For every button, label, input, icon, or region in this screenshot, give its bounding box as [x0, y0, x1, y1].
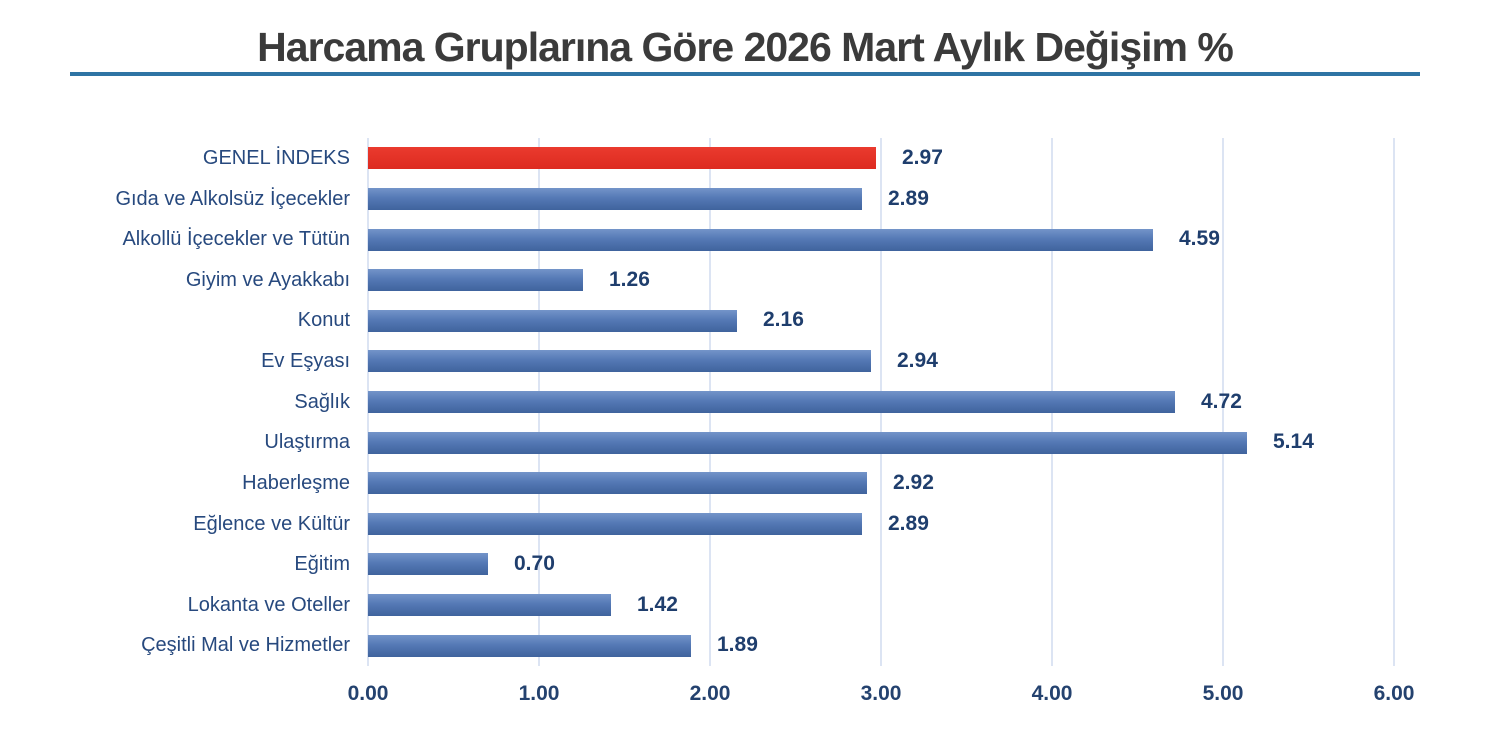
bar	[368, 390, 1175, 413]
value-label: 1.89	[717, 633, 758, 657]
chart-row: Konut 2.16	[0, 300, 1490, 341]
chart-row: Çeşitli Mal ve Hizmetler 1.89	[0, 625, 1490, 666]
bar	[368, 512, 862, 535]
chart-row: Eğlence ve Kültür 2.89	[0, 504, 1490, 545]
value-label: 4.59	[1179, 227, 1220, 251]
chart-row: GENEL İNDEKS 2.97	[0, 138, 1490, 179]
gridline	[1393, 138, 1395, 666]
value-label: 4.72	[1201, 389, 1242, 413]
bar	[368, 431, 1247, 454]
chart-row: Alkollü İçecekler ve Tütün 4.59	[0, 219, 1490, 260]
category-label: Konut	[297, 309, 350, 332]
category-label: Alkollü İçecekler ve Tütün	[122, 228, 350, 251]
highlight-bar	[368, 147, 876, 170]
bar	[368, 228, 1153, 251]
chart-row: Lokanta ve Oteller 1.42	[0, 585, 1490, 626]
bar	[368, 350, 871, 373]
x-axis: 0.00 1.00 2.00 3.00 4.00 5.00 6.00	[0, 666, 1490, 726]
plot-area: GENEL İNDEKS 2.97 Gıda ve Alkolsüz İçecekl…	[0, 138, 1490, 666]
category-label: Çeşitli Mal ve Hizmetler	[141, 634, 350, 657]
chart-row: Giyim ve Ayakkabı 1.26	[0, 260, 1490, 301]
bar	[368, 472, 867, 495]
bar	[368, 187, 862, 210]
x-axis-tick-label: 3.00	[860, 682, 902, 705]
bar	[368, 269, 583, 292]
category-label: Giyim ve Ayakkabı	[185, 268, 350, 291]
category-label: Lokanta ve Oteller	[187, 593, 350, 616]
value-label: 2.97	[902, 146, 943, 169]
bar	[368, 309, 737, 332]
value-label: 1.42	[637, 592, 678, 616]
chart-row: Ev Eşyası 2.94	[0, 341, 1490, 382]
chart-row: Sağlık 4.72	[0, 382, 1490, 423]
x-axis-tick-label: 5.00	[1202, 682, 1244, 705]
value-label: 5.14	[1273, 430, 1314, 454]
x-axis-tick-label: 1.00	[518, 682, 560, 705]
chart-row: Gıda ve Alkolsüz İçecekler 2.89	[0, 179, 1490, 220]
category-label: Haberleşme	[242, 471, 350, 494]
bar	[368, 594, 611, 617]
x-axis-tick-label: 0.00	[347, 682, 389, 705]
chart-title: Harcama Gruplarına Göre 2026 Mart Aylık …	[257, 24, 1234, 70]
category-label: Sağlık	[294, 390, 350, 413]
value-label: 2.89	[888, 511, 929, 535]
title-underline	[70, 72, 1420, 76]
value-label: 2.16	[763, 308, 804, 332]
gridline	[1222, 138, 1224, 666]
value-label: 2.92	[893, 470, 934, 494]
value-label: 2.89	[888, 186, 929, 210]
value-label: 1.26	[609, 267, 650, 291]
chart-row: Haberleşme 2.92	[0, 463, 1490, 504]
category-label: Ev Eşyası	[261, 350, 350, 373]
chart-row: Eğitim 0.70	[0, 544, 1490, 585]
category-label: Gıda ve Alkolsüz İçecekler	[115, 187, 350, 210]
category-label: GENEL İNDEKS	[202, 147, 350, 169]
value-label: 0.70	[514, 552, 555, 576]
value-label: 2.94	[897, 349, 938, 373]
x-axis-tick-label: 4.00	[1031, 682, 1073, 705]
x-axis-tick-label: 6.00	[1373, 682, 1415, 705]
category-label: Ulaştırma	[264, 431, 350, 454]
category-label: Eğitim	[294, 553, 350, 576]
category-label: Eğlence ve Kültür	[193, 512, 350, 535]
chart-row: Ulaştırma 5.14	[0, 422, 1490, 463]
x-axis-tick-label: 2.00	[689, 682, 731, 705]
bar	[368, 634, 691, 657]
bar	[368, 553, 488, 576]
